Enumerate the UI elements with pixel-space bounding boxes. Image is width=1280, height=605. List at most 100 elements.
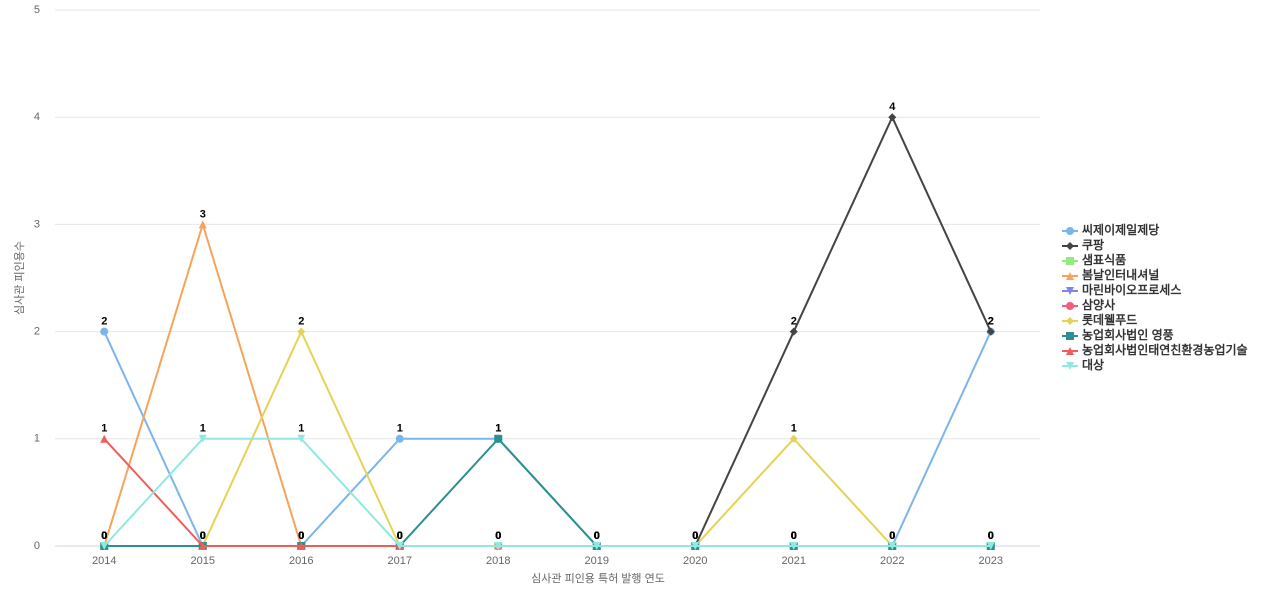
data-label: 0: [692, 530, 698, 542]
data-label: 0: [692, 530, 698, 542]
point: [888, 113, 897, 122]
series-line: [694, 114, 992, 547]
data-label: 0: [200, 530, 206, 542]
data-label: 0: [200, 530, 206, 542]
legend-label[interactable]: 대상: [1082, 357, 1104, 372]
legend-label[interactable]: 농업회사법인 영풍: [1082, 327, 1174, 342]
x-tick-label: 2017: [388, 555, 412, 567]
data-label: 0: [988, 530, 994, 542]
data-label: 0: [298, 530, 304, 542]
x-tick-label: 2020: [683, 555, 707, 567]
data-label: 0: [692, 530, 698, 542]
data-label: 0: [397, 530, 403, 542]
data-label: 0: [200, 530, 206, 542]
legend-label[interactable]: 샘표식품: [1082, 252, 1126, 267]
data-label: 0: [101, 530, 107, 542]
data-label: 0: [889, 530, 895, 542]
legend-label[interactable]: 쿠팡: [1082, 237, 1104, 252]
legend-label[interactable]: 롯데웰푸드: [1082, 312, 1137, 327]
x-tick-label: 2021: [782, 555, 806, 567]
point: [198, 542, 207, 550]
data-label: 1: [495, 423, 501, 435]
data-label: 1: [397, 423, 403, 435]
data-label: 2: [791, 316, 797, 328]
data-label: 0: [889, 530, 895, 542]
data-label: 0: [298, 530, 304, 542]
legend-label[interactable]: 삼양사: [1082, 297, 1115, 312]
data-label: 0: [791, 530, 797, 542]
point: [100, 434, 109, 443]
legend-marker: [1066, 287, 1074, 295]
y-tick-label: 2: [34, 326, 40, 338]
data-label: 0: [200, 530, 206, 542]
data-label: 0: [200, 530, 206, 542]
data-label: 0: [101, 530, 107, 542]
data-label: 3: [200, 208, 206, 220]
data-label: 0: [495, 530, 501, 542]
legend-label[interactable]: 농업회사법인태연친환경농업기술: [1082, 342, 1248, 357]
legend-marker: [1066, 227, 1074, 235]
data-label: 0: [692, 530, 698, 542]
point: [100, 327, 109, 336]
data-label: 0: [298, 530, 304, 542]
point: [297, 434, 306, 443]
data-label: 0: [791, 530, 797, 542]
data-label: 1: [495, 423, 501, 435]
x-axis-title: 심사관 피인용 특허 발행 연도: [531, 572, 665, 585]
data-label: 0: [988, 530, 994, 542]
data-label: 0: [791, 530, 797, 542]
data-label: 0: [101, 530, 107, 542]
data-label: 0: [495, 530, 501, 542]
legend-label[interactable]: 봄날인터내셔널: [1082, 267, 1159, 282]
data-label: 0: [397, 530, 403, 542]
data-label: 0: [692, 530, 698, 542]
data-label: 0: [298, 530, 304, 542]
point: [986, 327, 995, 336]
point: [789, 542, 798, 550]
data-label: 2: [988, 316, 994, 328]
data-label: 0: [692, 530, 698, 542]
data-label: 0: [791, 530, 797, 542]
data-label: 0: [889, 530, 895, 542]
data-label: 0: [594, 530, 600, 542]
legend-marker: [1066, 242, 1074, 250]
data-label: 0: [692, 530, 698, 542]
data-label: 0: [397, 530, 403, 542]
data-label: 0: [594, 530, 600, 542]
data-label: 2: [988, 316, 994, 328]
x-tick-label: 2015: [191, 555, 215, 567]
data-label: 0: [988, 530, 994, 542]
data-label: 0: [594, 530, 600, 542]
legend-marker: [1066, 347, 1074, 355]
data-label: 0: [200, 530, 206, 542]
data-label: 0: [495, 530, 501, 542]
series-line: [103, 437, 991, 547]
data-label: 0: [298, 530, 304, 542]
point: [100, 542, 109, 550]
data-label: 0: [495, 530, 501, 542]
data-label: 2: [101, 316, 107, 328]
data-label: 0: [889, 530, 895, 542]
data-label: 0: [791, 530, 797, 542]
legend-marker: [1066, 332, 1074, 340]
point: [592, 542, 601, 550]
x-tick-label: 2016: [289, 555, 313, 567]
data-label: 0: [889, 530, 895, 542]
point: [789, 327, 798, 336]
legend-marker: [1066, 317, 1074, 325]
data-label: 0: [397, 530, 403, 542]
point: [691, 542, 700, 550]
point: [297, 327, 306, 336]
legend-label[interactable]: 마린바이오프로세스: [1082, 282, 1181, 297]
data-label: 0: [692, 530, 698, 542]
y-tick-label: 3: [34, 218, 40, 230]
series-line: [104, 437, 991, 547]
x-tick-label: 2018: [486, 555, 510, 567]
point: [395, 542, 404, 550]
data-label: 0: [791, 530, 797, 542]
legend-label[interactable]: 씨제이제일제당: [1082, 222, 1159, 237]
data-label: 0: [594, 530, 600, 542]
point: [494, 434, 503, 443]
data-label: 1: [791, 423, 797, 435]
